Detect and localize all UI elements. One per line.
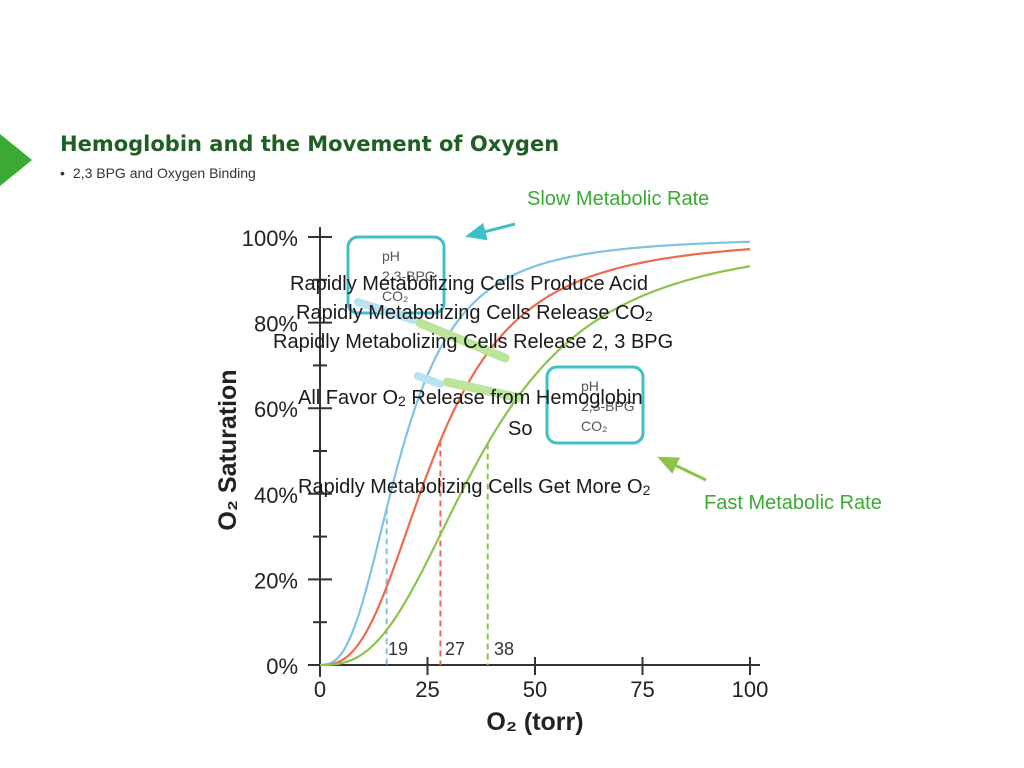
overlay-line-favor-release: All Favor O2 Release from Hemoglobin	[298, 387, 643, 410]
x-tick-label: 50	[523, 677, 547, 702]
p50-label: 38	[494, 639, 514, 659]
condition-box-label: 2,3-BPG	[581, 398, 635, 414]
condition-box-label: pH	[581, 378, 599, 394]
slow-rate-pointer-arrow	[465, 222, 516, 241]
fast-metabolic-rate-label: Fast Metabolic Rate	[704, 492, 882, 514]
x-axis-label: O₂ (torr)	[486, 708, 583, 736]
condition-box-label: pH	[382, 248, 400, 264]
slide-title: Hemoglobin and the Movement of Oxygen	[60, 132, 560, 156]
x-tick-label: 75	[630, 677, 654, 702]
shift-arrow-left-2	[414, 372, 444, 388]
y-tick-label: 40%	[254, 483, 298, 508]
x-tick-label: 0	[314, 677, 326, 702]
y-tick-label: 20%	[254, 568, 298, 593]
overlay-line-co2: Rapidly Metabolizing Cells Release CO2	[296, 302, 653, 325]
condition-box-label: CO₂	[581, 418, 607, 434]
overlay-line-acid: Rapidly Metabolizing Cells Produce Acid	[290, 273, 648, 295]
overlay-line-get-more-o2: Rapidly Metabolizing Cells Get More O2	[298, 476, 651, 499]
y-tick-label: 80%	[254, 312, 298, 337]
x-tick-label: 100	[732, 677, 769, 702]
bullet-text: 2,3 BPG and Oxygen Binding	[72, 165, 256, 181]
condition-box-frame	[545, 365, 645, 445]
bullet-item: • 2,3 BPG and Oxygen Binding	[60, 165, 256, 181]
shift-arrow-left-1	[354, 298, 417, 324]
shift-arrow-right-2	[442, 377, 525, 403]
y-axis-label: O₂ Saturation	[214, 369, 242, 530]
y-tick-label: 60%	[254, 397, 298, 422]
saturation-curve-3	[320, 265, 751, 667]
p50-label: 27	[445, 639, 465, 659]
overlay-line-bpg: Rapidly Metabolizing Cells Release 2, 3 …	[273, 331, 674, 353]
p50-label: 19	[388, 639, 408, 659]
shift-arrow-right-1	[415, 318, 510, 363]
condition-box-label: CO₂	[382, 288, 408, 304]
fast-rate-pointer-arrow	[657, 456, 707, 482]
slow-metabolic-rate-label: Slow Metabolic Rate	[527, 188, 710, 210]
x-tick-label: 25	[415, 677, 439, 702]
condition-box-label: 2,3-BPG	[382, 268, 436, 284]
overlay-line-so: So	[508, 418, 533, 440]
saturation-curve-1	[319, 240, 751, 667]
saturation-curve-2	[319, 248, 751, 667]
slide-marker-triangle	[0, 134, 32, 186]
y-tick-label: 100%	[242, 226, 298, 251]
y-tick-label: 0%	[266, 654, 298, 679]
condition-box-fast: pH 2,3-BPG CO₂	[545, 365, 645, 445]
